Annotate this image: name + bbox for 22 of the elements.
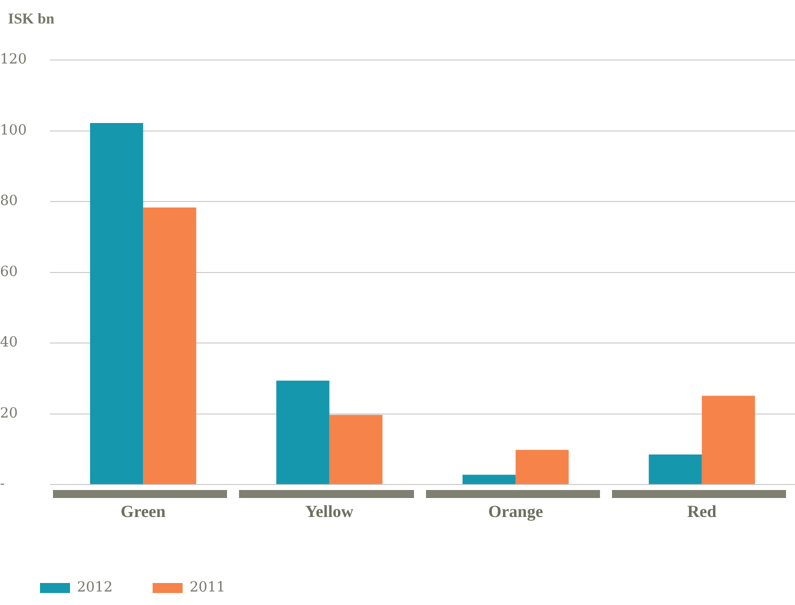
legend-label: 2012	[77, 580, 113, 596]
bar	[143, 208, 196, 484]
bar	[648, 454, 702, 484]
y-tick-label: -	[0, 476, 5, 492]
y-tick-label: 20	[0, 405, 18, 422]
legend-label: 2011	[190, 580, 226, 596]
y-axis-title: ISK bn	[8, 11, 55, 28]
y-tick-label: 80	[0, 193, 18, 210]
bar	[276, 380, 330, 484]
y-tick-label: 100	[0, 122, 27, 138]
x-tick-label: Yellow	[305, 502, 354, 522]
x-tick-label: Orange	[488, 502, 544, 522]
x-tick-label: Green	[120, 502, 166, 522]
bar	[702, 396, 755, 484]
bar	[329, 414, 382, 484]
x-tick-label: Red	[687, 502, 718, 522]
y-tick-label: 120	[0, 52, 27, 68]
y-tick-label: 40	[0, 334, 18, 351]
bar	[462, 474, 516, 484]
bar	[516, 450, 569, 484]
bar	[90, 122, 144, 484]
y-tick-label: 60	[0, 264, 18, 280]
